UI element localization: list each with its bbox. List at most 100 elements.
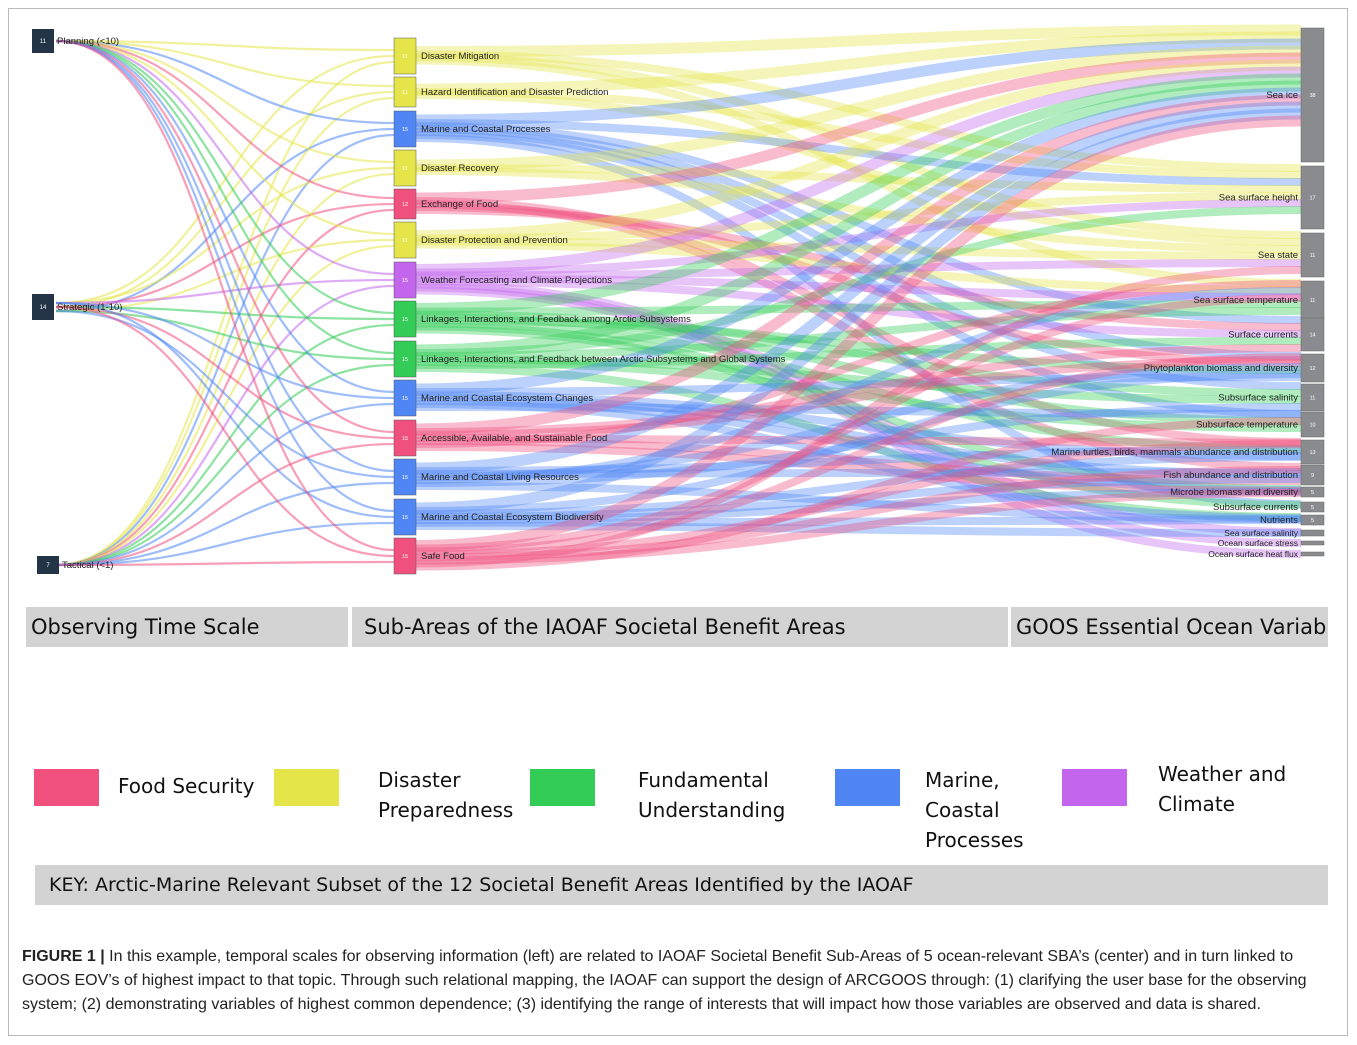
eov-label: Nutrients: [1260, 515, 1298, 526]
flow-link: [415, 38, 1302, 126]
flow-link: [415, 370, 1302, 515]
flow-link: [415, 400, 1302, 522]
flow-link: [415, 300, 1302, 316]
flow-link: [415, 355, 1302, 404]
flow-link: [415, 489, 1302, 565]
marine-coastal-label: Marine, Coastal Processes: [925, 768, 1024, 852]
fundamental-understanding-swatch: [530, 769, 595, 806]
eov-label: Sea surface salinity: [1224, 528, 1298, 538]
flow-link: [415, 286, 1302, 558]
sub-area-label: Marine and Coastal Ecosystem Changes: [421, 393, 593, 404]
time-scale-label: Strategic (1-10): [57, 302, 122, 313]
eov-count: 17: [1309, 196, 1315, 202]
eov-node: [1300, 486, 1325, 498]
sub-area-count: 15: [402, 554, 408, 560]
flow-link: [415, 277, 1302, 338]
flow-link: [415, 80, 1302, 356]
flow-link: [55, 39, 395, 164]
sub-area-count: 15: [402, 317, 408, 323]
flow-link: [55, 278, 395, 305]
flow-link: [415, 344, 1302, 436]
flow-link: [55, 39, 395, 236]
flow-link: [415, 119, 1302, 186]
header-time-scale: Observing Time Scale: [26, 607, 348, 647]
flow-link: [415, 443, 1302, 495]
sub-area-label: Hazard Identification and Disaster Predi…: [421, 87, 608, 98]
eov-node: [1300, 232, 1325, 278]
flow-link: [55, 39, 395, 473]
eov-label: Sea surface temperature: [1193, 295, 1298, 306]
flow-link: [415, 122, 1302, 324]
flow-link: [415, 307, 1302, 360]
time-scale-count: 14: [40, 305, 47, 311]
flow-link: [415, 259, 1302, 280]
flow-link: [415, 394, 1302, 478]
sub-area-label: Marine and Coastal Processes: [421, 124, 551, 135]
flow-link: [415, 240, 1302, 294]
flow-link: [415, 434, 1302, 447]
sub-area-label: Accessible, Available, and Sustainable F…: [421, 433, 607, 444]
sub-area-count: 15: [402, 278, 408, 284]
flow-link: [415, 294, 1302, 553]
flow-link: [415, 353, 1302, 556]
flow-link: [415, 468, 1302, 478]
flow-link: [55, 301, 395, 400]
flow-link: [55, 301, 395, 519]
flow-link: [415, 94, 1302, 435]
eov-node: [1300, 165, 1325, 230]
flow-link: [55, 208, 395, 567]
eov-label: Sea state: [1258, 250, 1298, 261]
flow-link: [415, 397, 1302, 494]
flow-link: [415, 24, 1302, 57]
flow-link: [415, 199, 1302, 277]
caption-label: FIGURE 1 |: [22, 948, 105, 965]
time-scale-node: [32, 294, 54, 320]
food-security-label: Food Security: [118, 774, 255, 798]
flow-link: [415, 115, 1302, 551]
flow-link: [415, 52, 1302, 204]
flow-link: [415, 475, 1302, 521]
flow-link: [415, 131, 1302, 418]
flow-link: [55, 363, 395, 567]
flow-link: [415, 45, 1302, 171]
sub-area-label: Linkages, Interactions, and Feedback bet…: [421, 354, 786, 365]
sub-area-count: 11: [402, 90, 408, 96]
flow-link: [415, 101, 1302, 474]
eov-node: [1300, 529, 1325, 537]
flow-link: [415, 200, 1302, 471]
eov-count: 11: [1310, 298, 1316, 304]
flow-link: [55, 39, 395, 315]
eov-count: 11: [1310, 253, 1316, 259]
flow-link: [415, 59, 1302, 241]
flow-link: [55, 39, 395, 355]
key-title: KEY: Arctic-Marine Relevant Subset of th…: [35, 865, 1328, 905]
eov-node: [1300, 501, 1325, 513]
flow-link: [55, 96, 395, 567]
flow-link: [415, 128, 1302, 390]
sub-area-count: 15: [402, 515, 408, 521]
flow-link: [415, 280, 1302, 536]
sub-area-count: 11: [402, 54, 408, 60]
flow-link: [55, 402, 395, 567]
eov-node: [1300, 27, 1325, 163]
flow-link: [415, 31, 1302, 95]
nodes: 11 Planning (<10) 14 Strategic (1-10) 7 Tacti…: [32, 27, 1325, 575]
sub-area-label: Exchange of Food: [421, 199, 498, 210]
flow-link: [415, 488, 1302, 524]
flow-link: [415, 108, 1302, 514]
eov-node: [1300, 514, 1325, 526]
eov-count: 12: [1309, 366, 1315, 372]
marine-coastal-swatch: [835, 769, 900, 806]
flow-link: [415, 325, 1302, 509]
sub-area-label: Marine and Coastal Ecosystem Biodiversit…: [421, 512, 604, 523]
eov-label: Ocean surface stress: [1218, 538, 1298, 548]
sub-area-label: Marine and Coastal Living Resources: [421, 472, 579, 483]
flow-link: [55, 39, 395, 434]
eov-node: [1300, 439, 1325, 465]
eov-label: Subsurface temperature: [1196, 420, 1298, 431]
flow-link: [415, 50, 1302, 172]
flow-link: [415, 437, 1302, 485]
sub-area-label: Safe Food: [421, 551, 465, 562]
sub-area-count: 11: [402, 238, 408, 244]
eov-node: [1300, 353, 1325, 383]
